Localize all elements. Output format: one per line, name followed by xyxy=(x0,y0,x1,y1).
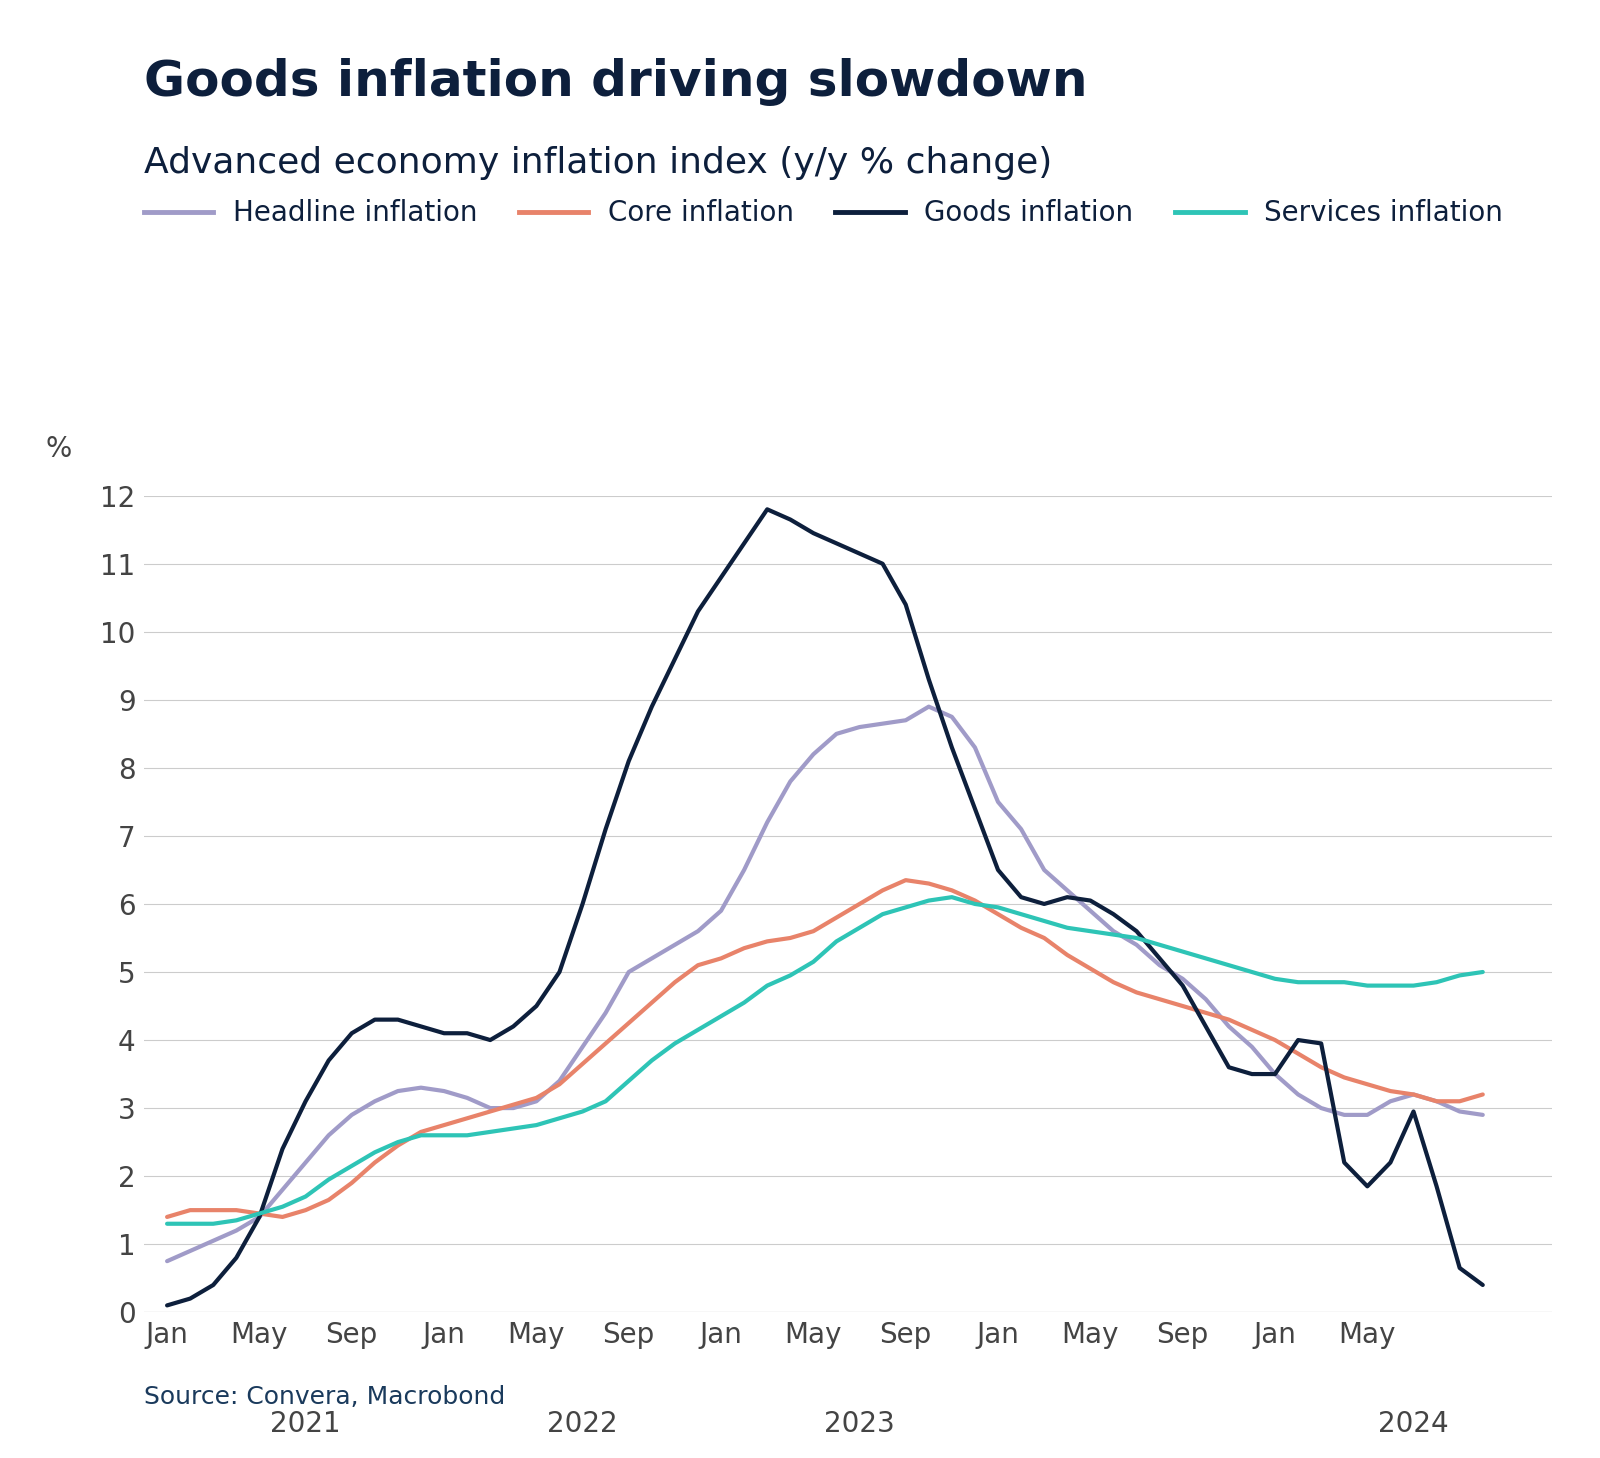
Text: Advanced economy inflation index (y/y % change): Advanced economy inflation index (y/y % … xyxy=(144,146,1053,179)
Text: Goods inflation driving slowdown: Goods inflation driving slowdown xyxy=(144,58,1088,106)
Text: 2024: 2024 xyxy=(1378,1410,1450,1438)
Text: 2021: 2021 xyxy=(270,1410,341,1438)
Text: %: % xyxy=(45,434,72,464)
Legend: Headline inflation, Core inflation, Goods inflation, Services inflation: Headline inflation, Core inflation, Good… xyxy=(144,200,1502,227)
Text: 2022: 2022 xyxy=(547,1410,618,1438)
Text: Source: Convera, Macrobond: Source: Convera, Macrobond xyxy=(144,1385,506,1408)
Text: 2023: 2023 xyxy=(824,1410,894,1438)
